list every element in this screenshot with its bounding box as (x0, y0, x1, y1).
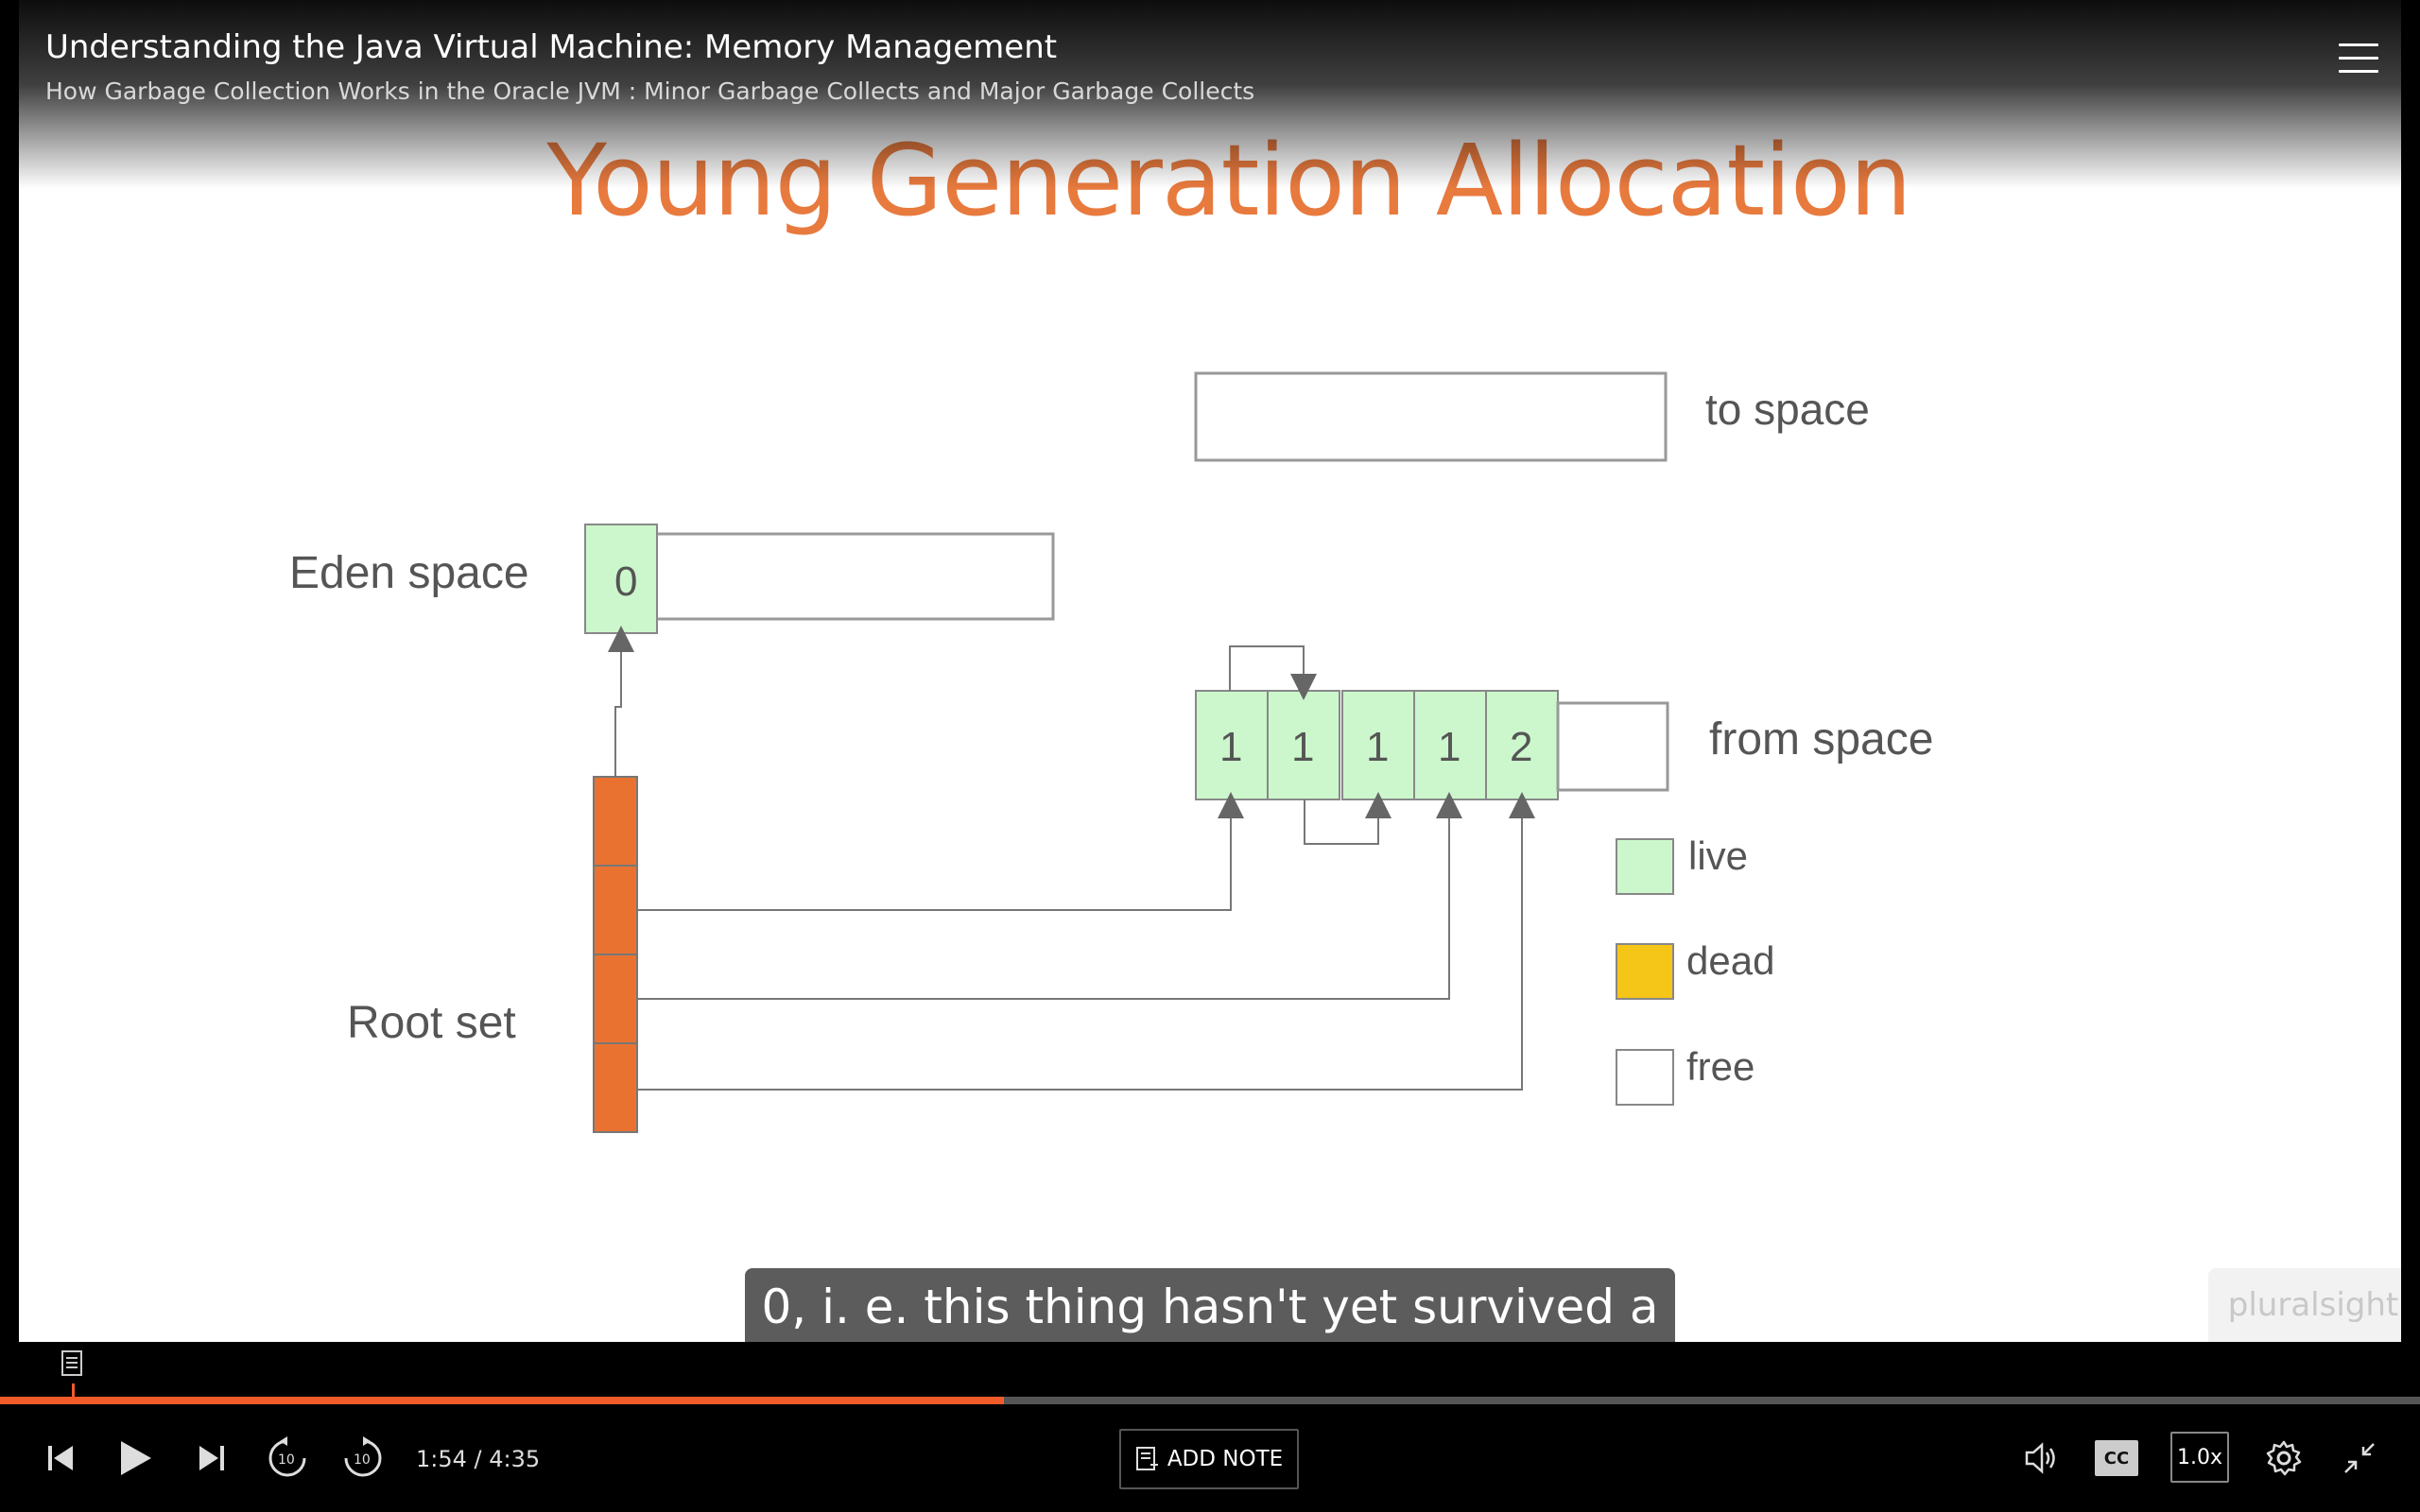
from-cell-value: 1 (1366, 724, 1389, 770)
ref-arrow (1229, 645, 1317, 700)
rewind-10-icon: 10 (268, 1436, 306, 1477)
playback-speed-button[interactable]: 1.0x (2170, 1432, 2229, 1483)
from-cell-value: 1 (1291, 724, 1314, 770)
exit-fullscreen-button[interactable] (2341, 1432, 2378, 1485)
module-title: How Garbage Collection Works in the Orac… (45, 77, 1255, 105)
legend-label-dead: dead (1686, 938, 1774, 983)
legend-label-free: free (1686, 1044, 1754, 1089)
play-icon (121, 1441, 151, 1475)
svg-text:10: 10 (354, 1452, 371, 1468)
from-cell-value: 1 (1219, 724, 1242, 770)
ref-arrow (1304, 792, 1392, 845)
root-slot (593, 865, 638, 955)
eden-space-label: Eden space (289, 548, 529, 598)
add-note-button[interactable]: ADD NOTE (1119, 1429, 1299, 1489)
menu-button[interactable] (2339, 43, 2378, 76)
skip-forward-icon (199, 1446, 224, 1470)
to-space-box (1194, 371, 1668, 462)
root-slot (593, 1042, 638, 1133)
progress-marker (72, 1383, 75, 1404)
play-button[interactable] (115, 1432, 155, 1485)
root-set-label: Root set (347, 998, 516, 1048)
root-set-stack (593, 776, 638, 1133)
legend-label-live: live (1688, 833, 1748, 878)
eden-cell-value: 0 (614, 558, 637, 605)
next-button[interactable] (195, 1432, 229, 1485)
volume-icon (2025, 1442, 2055, 1474)
from-cell-value: 2 (1510, 724, 1532, 770)
from-cell-value: 1 (1438, 724, 1461, 770)
from-cell (1195, 690, 1269, 800)
gear-icon (2266, 1440, 2302, 1476)
add-note-label: ADD NOTE (1167, 1447, 1284, 1471)
note-icon (1135, 1447, 1158, 1470)
ref-arrow (637, 792, 1244, 911)
volume-button[interactable] (2023, 1432, 2061, 1485)
course-title: Understanding the Java Virtual Machine: … (45, 28, 1058, 66)
from-cell (1267, 690, 1340, 800)
progress-bar[interactable] (0, 1383, 2420, 1404)
ref-arrow (637, 792, 1535, 1091)
header-overlay (0, 0, 2420, 189)
svg-text:10: 10 (278, 1452, 295, 1468)
to-space-label: to space (1705, 385, 1870, 434)
notes-icon[interactable] (60, 1349, 85, 1378)
eden-free-box (654, 532, 1055, 621)
video-frame: Young Generation Allocation to space Ede… (19, 0, 2401, 1342)
ref-arrow (637, 792, 1462, 1000)
minimize-icon (2344, 1443, 2375, 1473)
eden-live-cell (584, 524, 658, 634)
root-slot (593, 954, 638, 1044)
from-free-box (1556, 701, 1669, 792)
skip-back-icon (48, 1446, 73, 1470)
ref-arrow (608, 626, 634, 777)
closed-captions-button[interactable]: CC (2095, 1440, 2138, 1476)
forward-10-icon: 10 (344, 1436, 382, 1477)
gc-diagram: to space Eden space 0 1 1 1 1 2 from spa… (289, 371, 1933, 1133)
legend-swatch-dead (1616, 943, 1674, 1000)
legend-swatch-live (1616, 838, 1674, 895)
from-space-label: from space (1709, 714, 1933, 765)
progress-fill (0, 1397, 1005, 1404)
subtitle-caption: 0, i. e. this thing hasn't yet survived … (745, 1268, 1675, 1342)
legend: live dead free (1616, 833, 1774, 1106)
from-space-cells: 1 1 1 1 2 (1195, 690, 1559, 800)
root-slot (593, 776, 638, 867)
legend-swatch-free (1616, 1049, 1674, 1106)
settings-button[interactable] (2263, 1432, 2305, 1485)
previous-button[interactable] (43, 1432, 78, 1485)
hamburger-icon (2339, 43, 2378, 46)
forward-10-button[interactable]: 10 (340, 1432, 386, 1485)
rewind-10-button[interactable]: 10 (265, 1432, 310, 1485)
pluralsight-watermark: pluralsight (2208, 1268, 2401, 1342)
time-display: 1:54 / 4:35 (416, 1446, 541, 1472)
